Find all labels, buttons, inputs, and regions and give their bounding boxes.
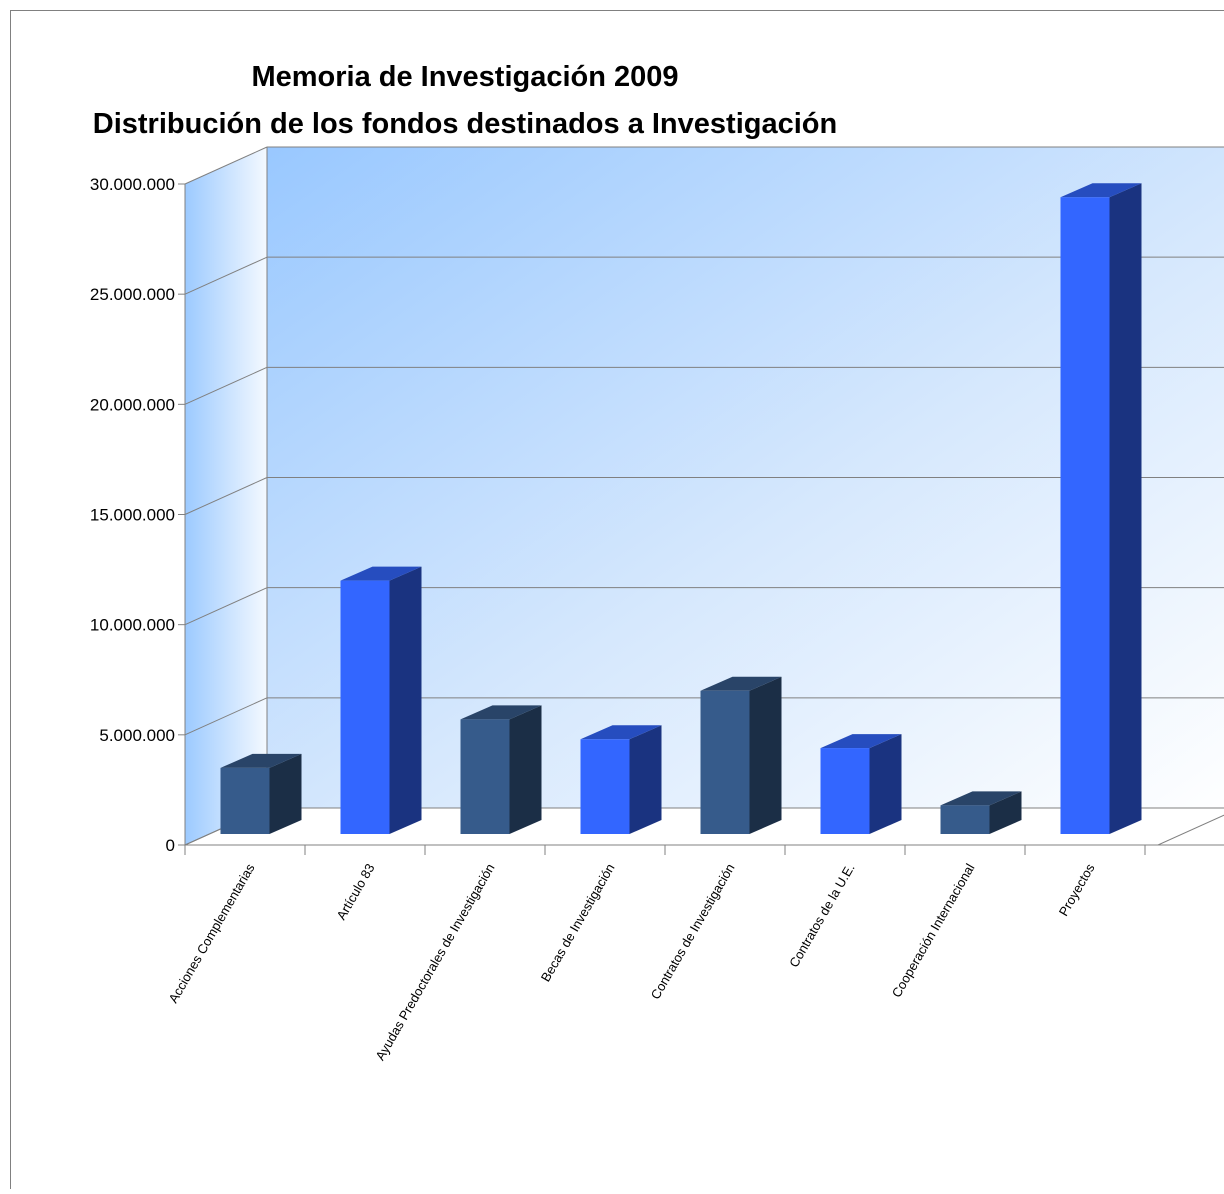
bar	[821, 734, 902, 834]
bar-side	[630, 725, 662, 834]
y-tick-label: 0	[166, 836, 175, 855]
y-tick-label: 5.000.000	[99, 726, 175, 745]
bar-front	[221, 768, 270, 834]
y-tick-label: 10.000.000	[90, 616, 175, 635]
bar-side	[750, 677, 782, 834]
bar-side	[510, 705, 542, 834]
bar-side	[870, 734, 902, 834]
bar	[221, 754, 302, 834]
bar-front	[941, 805, 990, 834]
bar-front	[1061, 197, 1110, 834]
bar	[701, 677, 782, 834]
bar	[1061, 183, 1142, 834]
bar-front	[341, 581, 390, 834]
bar-front	[581, 739, 630, 834]
bar-front	[461, 719, 510, 834]
bar-side	[390, 567, 422, 834]
bar-side	[270, 754, 302, 834]
y-tick-label: 15.000.000	[90, 506, 175, 525]
bar-front	[701, 691, 750, 834]
y-tick-label: 30.000.000	[90, 175, 175, 194]
y-tick-label: 20.000.000	[90, 395, 175, 414]
bar-front	[821, 748, 870, 834]
bar	[581, 725, 662, 834]
chart-subtitle: Distribución de los fondos destinados a …	[93, 108, 837, 140]
bar	[341, 567, 422, 834]
y-tick-label: 25.000.000	[90, 285, 175, 304]
bar-side	[1110, 183, 1142, 834]
chart-title: Memoria de Investigación 2009	[251, 61, 678, 93]
bar	[461, 705, 542, 834]
